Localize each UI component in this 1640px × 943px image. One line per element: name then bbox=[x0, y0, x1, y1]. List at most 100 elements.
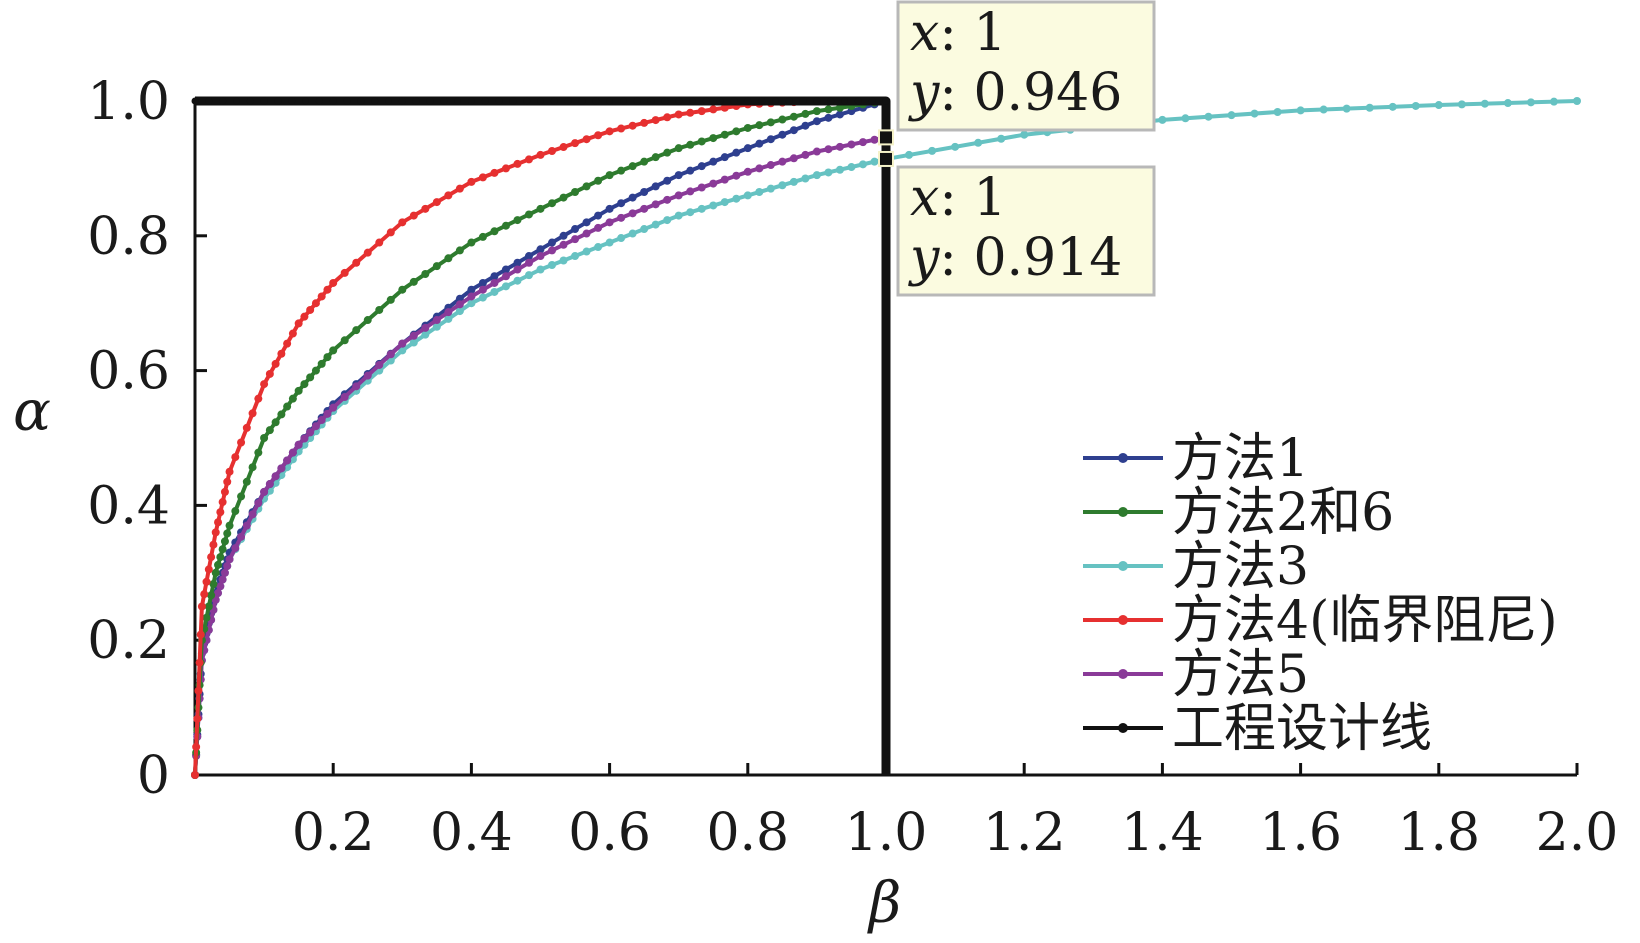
data-point bbox=[306, 373, 315, 382]
data-point bbox=[426, 97, 434, 105]
data-point bbox=[455, 300, 464, 309]
data-point bbox=[536, 252, 545, 261]
data-point bbox=[191, 771, 199, 779]
data-point bbox=[617, 124, 626, 133]
data-point bbox=[628, 229, 637, 238]
legend-marker bbox=[1118, 669, 1128, 679]
data-point bbox=[202, 577, 211, 586]
legend-label: 方法2和6 bbox=[1172, 483, 1394, 543]
data-point bbox=[582, 218, 591, 227]
data-point bbox=[329, 97, 337, 105]
data-point bbox=[214, 518, 223, 527]
data-point bbox=[398, 346, 407, 355]
data-point bbox=[294, 386, 303, 395]
data-point bbox=[220, 487, 229, 496]
data-point bbox=[789, 126, 798, 135]
data-point bbox=[193, 714, 202, 723]
data-point bbox=[223, 562, 232, 571]
data-point bbox=[523, 97, 531, 105]
data-point bbox=[559, 231, 568, 240]
data-point bbox=[363, 316, 372, 325]
data-point bbox=[663, 216, 672, 225]
data-point bbox=[778, 130, 787, 139]
data-point bbox=[835, 142, 844, 151]
data-tooltip: x: 1y: 0.946 bbox=[878, 0, 1156, 146]
tooltip-y-value: 0.914 bbox=[973, 228, 1122, 288]
tooltip-box bbox=[896, 165, 1156, 297]
data-point bbox=[689, 97, 697, 105]
data-point bbox=[352, 258, 361, 267]
data-point bbox=[237, 492, 246, 501]
legend-item: 工程设计线 bbox=[1083, 699, 1432, 759]
y-axis-title: α bbox=[13, 379, 51, 444]
data-point bbox=[847, 163, 856, 172]
legend-item: 方法3 bbox=[1083, 537, 1309, 597]
data-point bbox=[617, 234, 626, 243]
data-point bbox=[524, 258, 533, 267]
data-point bbox=[288, 329, 297, 338]
data-point bbox=[640, 157, 649, 166]
tooltip-x-value: 1 bbox=[973, 3, 1006, 63]
data-point bbox=[640, 225, 649, 234]
data-point bbox=[283, 456, 292, 465]
data-point bbox=[467, 177, 476, 186]
data-point bbox=[323, 353, 332, 362]
data-point bbox=[231, 453, 240, 462]
data-point bbox=[812, 117, 821, 126]
data-point bbox=[720, 175, 729, 184]
data-point bbox=[870, 157, 879, 166]
data-point bbox=[501, 272, 510, 281]
data-point bbox=[720, 198, 729, 207]
legend-item: 方法4(临界阻尼) bbox=[1083, 591, 1558, 651]
data-point bbox=[841, 97, 849, 105]
data-point bbox=[674, 144, 683, 153]
data-point bbox=[409, 331, 418, 340]
data-point bbox=[481, 97, 489, 105]
series-layer bbox=[191, 96, 1581, 779]
tooltip-separator: : bbox=[939, 228, 973, 288]
data-point bbox=[317, 292, 326, 301]
data-point bbox=[743, 167, 752, 176]
x-tick-label: 0.6 bbox=[568, 803, 651, 863]
data-point bbox=[329, 346, 338, 355]
tooltip-y-label: y bbox=[908, 228, 940, 288]
data-point bbox=[317, 416, 326, 425]
data-point bbox=[674, 110, 683, 119]
data-point bbox=[300, 312, 309, 321]
data-point bbox=[744, 97, 752, 105]
data-point bbox=[651, 182, 660, 191]
data-point bbox=[732, 194, 741, 203]
data-point bbox=[317, 359, 326, 368]
tooltip-x-label: x bbox=[910, 168, 939, 228]
data-point bbox=[1388, 102, 1397, 111]
data-point bbox=[231, 544, 240, 553]
data-point bbox=[766, 161, 775, 170]
data-point bbox=[200, 590, 209, 599]
data-point bbox=[409, 338, 418, 347]
data-point bbox=[697, 107, 706, 116]
data-point bbox=[858, 138, 867, 147]
tooltip-y-line: y: 0.946 bbox=[908, 63, 1122, 123]
data-point bbox=[766, 118, 775, 127]
tooltip-x-line: x: 1 bbox=[910, 3, 1006, 63]
tooltip-separator: : bbox=[939, 3, 973, 63]
data-point bbox=[732, 148, 741, 157]
data-point bbox=[467, 238, 476, 247]
legend-item: 方法1 bbox=[1083, 429, 1309, 489]
data-point bbox=[606, 97, 614, 105]
data-point bbox=[536, 204, 545, 213]
data-point bbox=[524, 271, 533, 280]
tooltip-x-label: x bbox=[910, 3, 939, 63]
data-point bbox=[220, 537, 229, 546]
data-point bbox=[778, 115, 787, 124]
data-point bbox=[548, 261, 557, 270]
data-point bbox=[548, 146, 557, 155]
data-point bbox=[674, 211, 683, 220]
data-point bbox=[1227, 111, 1236, 120]
data-point bbox=[697, 204, 706, 213]
data-point bbox=[812, 107, 821, 116]
legend-marker bbox=[1118, 453, 1128, 463]
series-5 bbox=[191, 133, 890, 779]
data-point bbox=[455, 184, 464, 193]
data-point bbox=[1411, 101, 1420, 110]
